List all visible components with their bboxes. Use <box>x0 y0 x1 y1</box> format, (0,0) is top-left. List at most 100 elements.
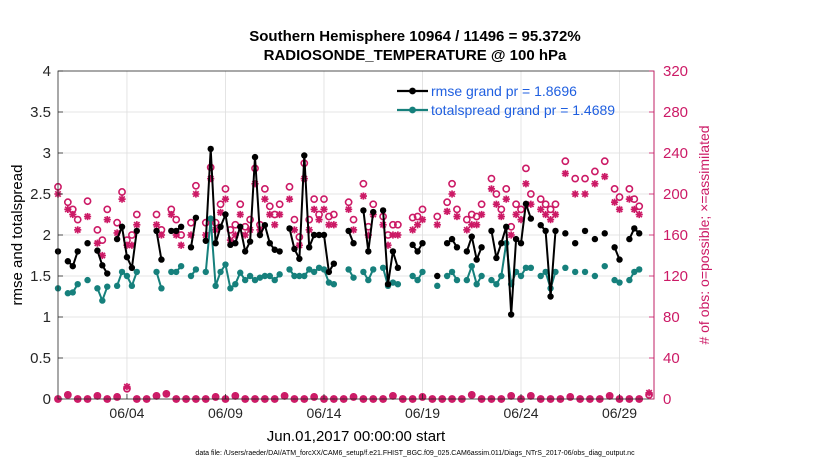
chart-title: Southern Hemisphere 10964 / 11496 = 95.3… <box>249 28 581 45</box>
totalspread-point <box>478 272 485 280</box>
y-tick-label: 3.5 <box>30 104 51 121</box>
obs-possible-marker <box>246 215 254 224</box>
totalspread-point <box>118 268 126 276</box>
totalspread-point <box>626 276 633 284</box>
rmse-point <box>379 207 387 214</box>
totalspread-point <box>212 282 219 290</box>
totalspread-point <box>133 268 141 276</box>
asterisk-stroke <box>236 211 244 218</box>
obs-assimilated-marker <box>345 205 353 213</box>
y-right-tick-label: 320 <box>663 63 688 80</box>
totalspread-point <box>187 272 195 280</box>
totalspread-point <box>601 262 608 270</box>
obs-assimilated-marker <box>221 195 230 203</box>
rmse-point <box>626 235 633 243</box>
obs-possible-marker <box>192 181 200 190</box>
obs-possible-marker <box>443 198 452 207</box>
rmse-point <box>232 240 239 247</box>
obs-assimilated-marker <box>394 231 402 239</box>
obs-assimilated-marker <box>453 212 461 221</box>
totalspread-point <box>266 272 274 280</box>
asterisk-stroke <box>601 173 609 180</box>
rmse-point <box>443 240 451 247</box>
totalspread-point <box>99 297 106 304</box>
obs-assimilated-marker <box>118 195 126 203</box>
x-tick-label: 06/29 <box>602 405 637 421</box>
x-tick-label: 06/09 <box>208 405 243 421</box>
obs-assimilated-marker <box>157 231 166 239</box>
totalspread-point <box>473 281 480 288</box>
rmse-point <box>315 231 323 239</box>
rmse-point <box>104 270 111 277</box>
totalspread-point <box>286 266 293 273</box>
rmse-point <box>542 227 549 235</box>
totalspread-point <box>616 279 623 286</box>
obs-assimilated-marker <box>74 226 82 234</box>
obs-possible-marker <box>477 200 486 209</box>
asterisk-stroke <box>128 241 136 249</box>
asterisk-stroke <box>527 200 535 208</box>
totalspread-point <box>409 272 416 280</box>
totalspread-point <box>261 272 269 280</box>
obs-possible-marker <box>127 231 136 239</box>
rmse-point <box>636 230 643 237</box>
asterisk-stroke <box>571 190 579 198</box>
legend-marker <box>409 106 416 114</box>
obs-possible-marker <box>635 202 644 211</box>
totalspread-point <box>611 276 618 284</box>
totalspread-point <box>202 268 209 276</box>
x-tick-label: 06/19 <box>405 405 440 421</box>
obs-assimilated-marker <box>276 210 284 219</box>
series-lines <box>54 145 643 318</box>
asterisk-stroke <box>542 211 549 218</box>
obs-assimilated-marker <box>502 195 510 203</box>
asterisk-stroke <box>389 231 397 239</box>
rmse-point <box>611 244 618 251</box>
obs-assimilated-marker <box>285 195 294 203</box>
rmse-point <box>192 214 200 221</box>
obs-assimilated-marker <box>310 393 318 401</box>
totalspread-point <box>365 276 372 284</box>
obs-possible-marker <box>310 195 319 204</box>
obs-assimilated-marker <box>212 393 220 401</box>
totalspread-point <box>296 272 303 280</box>
y-axis-left: 0 0.5 1 1.5 2 2.5 3 3.5 4 <box>30 63 63 408</box>
legend-marker <box>409 87 416 95</box>
totalspread-point <box>453 276 461 284</box>
asterisk-stroke <box>281 392 288 400</box>
obs-possible-marker <box>152 210 161 219</box>
asterisk-stroke <box>217 209 224 216</box>
rmse-point <box>512 235 520 243</box>
rmse-point <box>463 248 471 255</box>
asterisk-stroke <box>394 231 402 239</box>
y-tick-label: 0.5 <box>30 350 51 367</box>
rmse-point <box>503 223 510 230</box>
rmse-point <box>256 231 264 239</box>
obs-assimilated-marker <box>507 231 515 239</box>
asterisk-stroke <box>360 192 367 200</box>
totalspread-point <box>158 285 165 292</box>
totalspread-point <box>69 289 76 296</box>
rmse-point <box>187 244 195 251</box>
rmse-point <box>99 262 106 269</box>
obs-possible-marker <box>492 190 501 198</box>
rmse-point <box>488 227 495 235</box>
totalspread-point <box>527 264 535 271</box>
obs-possible-marker <box>320 195 328 204</box>
rmse-point <box>217 223 224 230</box>
obs-assimilated-marker <box>522 180 530 188</box>
totalspread-point <box>552 268 559 276</box>
totalspread-point <box>562 264 569 271</box>
totalspread-point <box>581 268 589 276</box>
obs-assimilated-marker <box>463 226 471 234</box>
rmse-point <box>69 262 76 270</box>
obs-assimilated-marker <box>581 190 589 198</box>
asterisk-stroke <box>345 206 352 213</box>
rmse-point <box>448 235 456 243</box>
rmse-line <box>382 210 399 285</box>
rmse-point <box>212 240 219 247</box>
rmse-point <box>507 311 515 318</box>
obs-assimilated-marker <box>123 383 131 391</box>
y-right-tick-label: 0 <box>663 391 671 408</box>
obs-assimilated-marker <box>497 212 505 221</box>
